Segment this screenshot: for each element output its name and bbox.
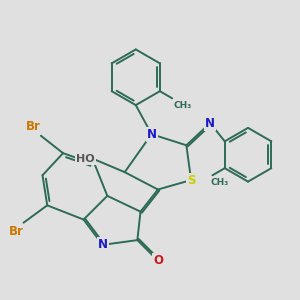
Text: N: N [147, 128, 157, 141]
Text: CH₃: CH₃ [211, 178, 229, 188]
Text: CH₃: CH₃ [174, 101, 192, 110]
Text: Br: Br [26, 120, 41, 133]
Text: N: N [205, 117, 215, 130]
Text: Br: Br [9, 225, 23, 238]
Text: O: O [153, 254, 163, 267]
Text: S: S [187, 173, 195, 187]
Text: N: N [98, 238, 108, 251]
Text: HO: HO [76, 154, 95, 164]
